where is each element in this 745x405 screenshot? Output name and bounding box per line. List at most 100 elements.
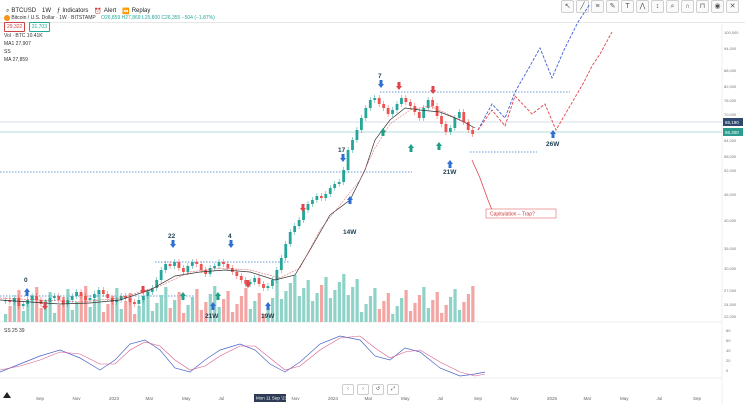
candle-body (168, 264, 172, 266)
oscillator-tick-label: 0 (726, 368, 729, 373)
weeks-label: 26W (546, 141, 560, 148)
legend-title: Bitcoin / U.S. Dollar · 1W · BITSTAMP (11, 15, 96, 21)
volume-bar (70, 310, 74, 322)
timeframe-label: 1W (42, 8, 52, 14)
current-price-value: 65,190 (725, 120, 739, 125)
oscillator-d-line (0, 335, 486, 377)
volume-bar (26, 303, 30, 322)
volume-bar (226, 291, 230, 322)
time-axis[interactable]: Sep Nov 2023 Mar May Jul Sep Nov 2024 Mar May Jul Se… (36, 396, 702, 401)
volume-bar (404, 290, 408, 322)
volume-bar (293, 275, 297, 322)
pattern-icon[interactable]: ⋀ (636, 0, 649, 13)
fullscreen-button[interactable]: ⤢ (387, 384, 399, 395)
time-tick-label: May (182, 396, 191, 401)
candle-body (124, 296, 127, 298)
candle-body (302, 210, 305, 220)
volume-bar (239, 296, 244, 322)
trash-icon[interactable]: ✕ (726, 0, 739, 13)
candle-body (453, 118, 457, 128)
magnet-icon[interactable]: ∩ (681, 0, 694, 13)
volume-bar (377, 309, 381, 322)
volume-bar (235, 304, 239, 322)
candle-body (355, 130, 359, 140)
volume-bar (52, 313, 57, 322)
candle-body (315, 196, 319, 200)
candle-body (101, 290, 105, 294)
time-tick-label: Jul (657, 396, 663, 401)
sell-price-chip[interactable]: 29,322 (4, 22, 26, 32)
reset-button[interactable]: ↺ (372, 384, 384, 395)
candle-body (70, 296, 74, 300)
lock-icon[interactable]: ⊓ (696, 0, 709, 13)
candle-body (297, 220, 301, 226)
text-icon[interactable]: T (621, 0, 634, 13)
time-tick-label: 2023 (109, 396, 120, 401)
volume-bar (48, 292, 52, 322)
scroll-right-button[interactable]: › (357, 384, 369, 395)
price-scale[interactable]: 100,000 94,000 88,000 82,000 76,000 70,000 64,… (724, 30, 739, 319)
candle-body (204, 270, 208, 274)
timeframe-selector[interactable]: 1W (42, 8, 51, 14)
candle-body (155, 280, 159, 288)
volume-bar (137, 306, 141, 322)
symbol-label: BTCUSD (11, 8, 37, 14)
volume-bar (319, 285, 324, 322)
volume-bar (30, 295, 34, 322)
eye-icon[interactable]: ◉ (711, 0, 724, 13)
candle-body (97, 290, 101, 294)
volume-bar (21, 311, 25, 322)
candle-body (52, 296, 56, 298)
volume-bar (275, 278, 279, 322)
volume-bar (364, 304, 368, 322)
candle-body (115, 300, 119, 302)
price-tick-label: 100,000 (724, 30, 739, 35)
legend-volume: Vol · BTC 10.41K (4, 33, 43, 39)
volume-bar (168, 308, 172, 322)
alert-button[interactable]: ⏰ Alert (94, 8, 117, 15)
volume-bar (346, 295, 350, 322)
cursor-icon[interactable]: ↖ (561, 0, 574, 13)
weeks-label: 21W (443, 169, 457, 176)
volume-bar (386, 293, 390, 322)
volume-bar (39, 308, 43, 322)
candle-body (262, 284, 265, 288)
volume-bar (204, 302, 208, 322)
volume-bar (75, 302, 79, 322)
tradingview-logo-icon (3, 392, 11, 398)
brush-icon[interactable]: ✎ (606, 0, 619, 13)
time-highlight (254, 394, 286, 402)
volume-bar (337, 282, 341, 322)
candle-body (137, 300, 141, 304)
candle-body (244, 280, 248, 284)
measure-icon[interactable]: ↕ (651, 0, 664, 13)
candle-body (17, 298, 21, 306)
volume-bar (248, 309, 252, 322)
candle-body (164, 264, 167, 270)
candle-body (288, 232, 292, 244)
candle-body (275, 270, 279, 280)
candle-body (66, 300, 70, 304)
zoom-icon[interactable]: ⌕ (666, 0, 679, 13)
volume-bar (262, 314, 266, 322)
fib-icon[interactable]: ≡ (591, 0, 604, 13)
oscillator-k-line (0, 335, 486, 377)
symbol-selector[interactable]: ⌕ BTCUSD (6, 8, 36, 15)
candle-body (235, 272, 239, 276)
volume-bar (413, 303, 417, 322)
legend-ma: MA 27,859 (4, 57, 28, 63)
replay-button[interactable]: ⏪ Replay (122, 8, 151, 15)
volume-bar (186, 305, 190, 322)
scroll-left-button[interactable]: ‹ (342, 384, 354, 395)
buy-price-chip[interactable]: 31,703 (28, 22, 50, 32)
candle-body (279, 258, 283, 270)
volume-bar (4, 314, 8, 322)
volume-bar (395, 306, 399, 322)
candle-body (311, 200, 314, 204)
volume-bar (457, 310, 462, 322)
volume-bar (360, 312, 364, 322)
time-tick-label: Sep (36, 396, 45, 401)
indicators-button[interactable]: ƒ Indicators (57, 8, 89, 14)
weeks-label: 21W (205, 313, 219, 320)
